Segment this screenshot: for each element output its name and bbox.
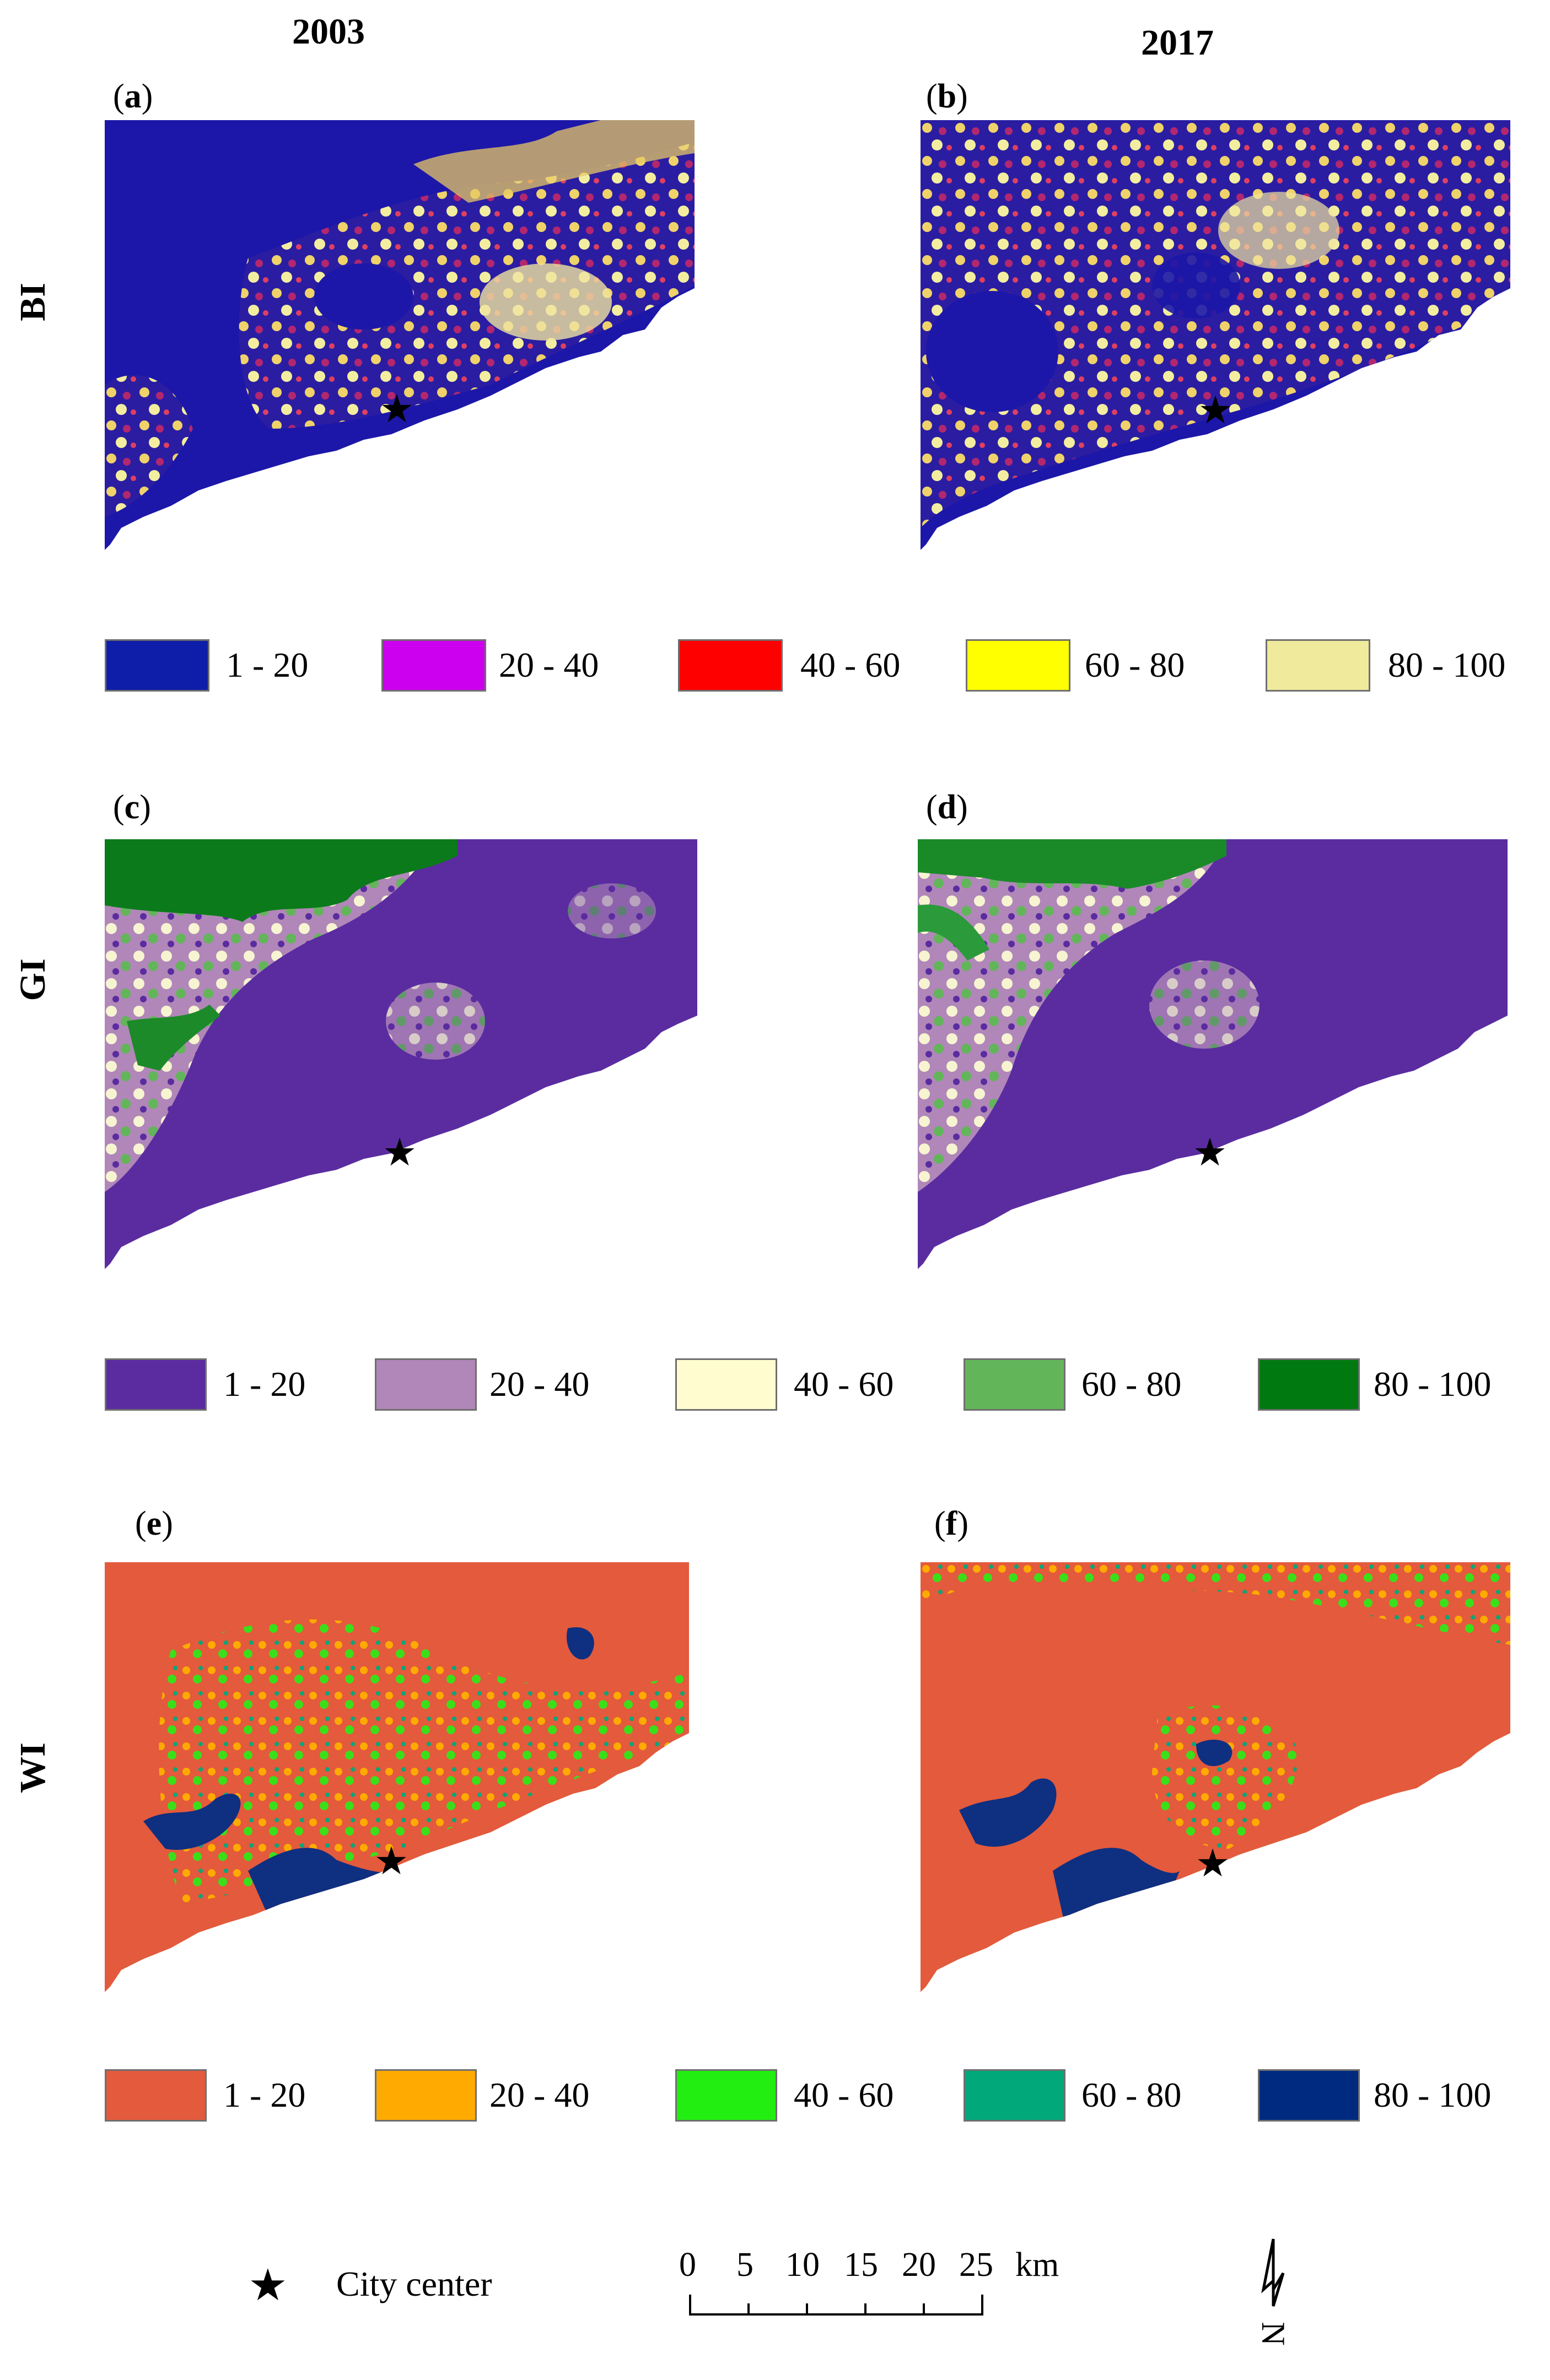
svg-text:★: ★ — [1193, 1130, 1228, 1175]
svg-text:★: ★ — [380, 386, 415, 431]
city-center-star-icon: ★ — [248, 2259, 288, 2311]
panel-label-c: (c) — [113, 789, 151, 826]
scale-unit: km — [1015, 2246, 1059, 2284]
scale-tick-25: 25 — [959, 2246, 993, 2284]
legend-swatch-wi-3 — [675, 2069, 777, 2122]
legend-swatch-wi-5 — [1258, 2069, 1360, 2122]
svg-text:★: ★ — [1198, 387, 1233, 433]
legend-label-bi-3: 40 - 60 — [800, 645, 901, 684]
legend-label-bi-2: 20 - 40 — [499, 645, 599, 684]
legend-swatch-gi-3 — [675, 1358, 777, 1411]
panel-label-b: (b) — [926, 78, 968, 115]
legend-label-bi-4: 60 - 80 — [1085, 645, 1185, 684]
panel-label-d: (d) — [926, 789, 968, 826]
scale-tick-10: 10 — [785, 2246, 820, 2284]
scale-tick-0: 0 — [679, 2246, 696, 2284]
panel-label-e: (e) — [135, 1505, 173, 1542]
panel-label-f: (f) — [934, 1505, 968, 1542]
svg-text:★: ★ — [1196, 1841, 1230, 1886]
legend-label-wi-3: 40 - 60 — [794, 2075, 894, 2114]
map-panel-c-gi-2003: ★ — [105, 839, 697, 1269]
legend-label-bi-1: 1 - 20 — [226, 645, 309, 684]
city-center-label: City center — [336, 2264, 492, 2303]
panel-label-a: (a) — [113, 78, 153, 115]
legend-swatch-wi-2 — [375, 2069, 477, 2122]
legend-swatch-gi-2 — [375, 1358, 477, 1411]
row-label-gi: GI — [13, 958, 53, 1001]
legend-swatch-wi-1 — [105, 2069, 207, 2122]
legend-label-wi-4: 60 - 80 — [1081, 2075, 1182, 2114]
legend-label-gi-4: 60 - 80 — [1081, 1364, 1182, 1404]
legend-swatch-bi-1 — [105, 639, 209, 692]
legend-swatch-bi-5 — [1266, 639, 1370, 692]
svg-text:★: ★ — [383, 1130, 417, 1175]
map-panel-a-bi-2003: ★ — [105, 120, 695, 550]
legend-label-gi-2: 20 - 40 — [489, 1364, 590, 1404]
legend-swatch-gi-5 — [1258, 1358, 1360, 1411]
scale-bar-line — [689, 2295, 983, 2316]
row-label-wi: WI — [13, 1742, 53, 1793]
north-arrow-letter: N — [1255, 2322, 1291, 2345]
map-panel-e-wi-2003: ★ — [105, 1562, 689, 1992]
map-panel-d-gi-2017: ★ — [918, 839, 1508, 1269]
scale-tick-5: 5 — [736, 2246, 754, 2284]
legend-swatch-bi-3 — [678, 639, 783, 692]
scale-tick-20: 20 — [902, 2246, 936, 2284]
svg-text:★: ★ — [374, 1838, 409, 1884]
north-arrow-icon: N — [1255, 2238, 1291, 2346]
legend-label-wi-2: 20 - 40 — [489, 2075, 590, 2114]
scale-tick-15: 15 — [844, 2246, 878, 2284]
legend-swatch-gi-4 — [964, 1358, 1065, 1411]
legend-label-gi-1: 1 - 20 — [223, 1364, 306, 1404]
legend-label-bi-5: 80 - 100 — [1388, 645, 1506, 684]
column-header-2003: 2003 — [292, 12, 365, 52]
legend-label-wi-1: 1 - 20 — [223, 2075, 306, 2114]
legend-label-gi-5: 80 - 100 — [1374, 1364, 1492, 1404]
legend-swatch-gi-1 — [105, 1358, 207, 1411]
legend-swatch-bi-4 — [966, 639, 1070, 692]
map-panel-f-wi-2017: ★ — [921, 1562, 1510, 1992]
legend-swatch-bi-2 — [381, 639, 486, 692]
legend-label-gi-3: 40 - 60 — [794, 1364, 894, 1404]
row-label-bi: BI — [13, 283, 53, 321]
legend-label-wi-5: 80 - 100 — [1374, 2075, 1492, 2114]
column-header-2017: 2017 — [1141, 23, 1214, 63]
map-panel-b-bi-2017: ★ — [921, 120, 1510, 550]
legend-swatch-wi-4 — [964, 2069, 1065, 2122]
